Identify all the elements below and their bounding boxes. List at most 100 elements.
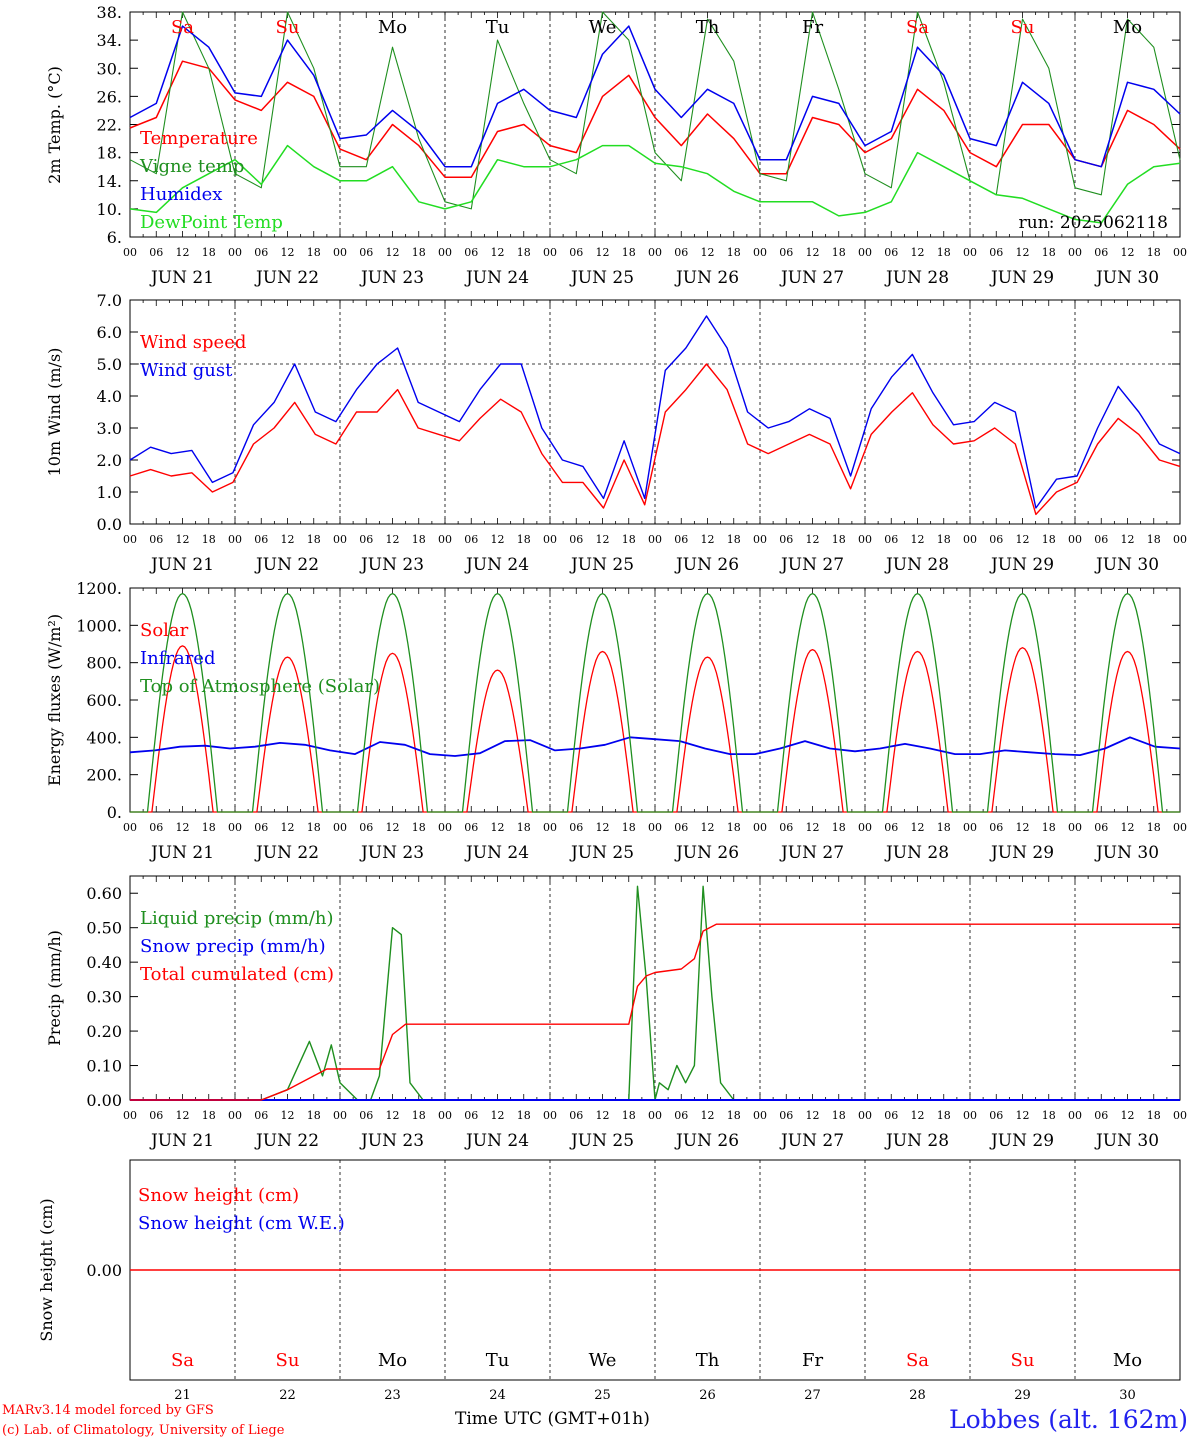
hour-tick-label: 00 [963,1109,977,1122]
weekday-label: We [589,1350,617,1371]
hour-tick-label: 12 [176,821,190,834]
hour-tick-label: 06 [254,246,268,259]
hour-tick-label: 06 [989,1109,1003,1122]
y-tick-label: 0.00 [86,1261,122,1280]
hour-tick-label: 12 [806,533,820,546]
hour-tick-label: 18 [622,533,636,546]
y-tick-label: 400. [86,728,122,747]
hour-tick-label: 12 [1016,1109,1030,1122]
hour-tick-label: 12 [911,1109,925,1122]
day-number-label: 22 [279,1388,296,1403]
hour-tick-label: 06 [884,1109,898,1122]
hour-tick-label: 18 [517,821,531,834]
hour-tick-label: 06 [989,533,1003,546]
hour-tick-label: 00 [858,821,872,834]
series-line-vigne-temp [129,11,1181,210]
model-credit: MARv3.14 model forced by GFS [2,1403,214,1418]
y-tick-label: 0. [107,803,122,822]
day-label: JUN 22 [254,1131,319,1151]
day-label: JUN 28 [884,268,949,288]
hour-tick-label: 06 [569,246,583,259]
y-tick-label: 1200. [76,579,122,598]
day-label: JUN 27 [779,843,844,863]
day-label: JUN 28 [884,843,949,863]
hour-tick-label: 06 [149,533,163,546]
y-tick-label: 0.0 [97,515,122,534]
hour-tick-label: 00 [123,246,137,259]
y-tick-label: 600. [86,691,122,710]
hour-tick-label: 00 [648,533,662,546]
hour-tick-label: 18 [832,246,846,259]
y-tick-label: 6. [107,228,122,247]
series-line-dewpoint-temp [129,144,1181,224]
hour-tick-label: 18 [307,821,321,834]
hour-tick-label: 06 [149,1109,163,1122]
day-number-label: 24 [489,1388,506,1403]
hour-tick-label: 00 [1068,821,1082,834]
hour-tick-label: 00 [1173,533,1187,546]
hour-tick-label: 06 [1094,1109,1108,1122]
hour-tick-label: 06 [779,821,793,834]
day-label: JUN 24 [464,843,529,863]
hour-tick-label: 00 [858,246,872,259]
day-label: JUN 29 [989,555,1054,575]
weekday-label: Fr [802,17,823,38]
hour-tick-label: 18 [622,821,636,834]
y-tick-label: 6.0 [97,323,122,342]
hour-tick-label: 06 [464,821,478,834]
hour-tick-label: 00 [228,533,242,546]
legend-entry: Wind gust [140,360,233,381]
hour-tick-label: 06 [674,821,688,834]
legend-entry: Liquid precip (mm/h) [140,908,334,929]
hour-tick-label: 00 [543,1109,557,1122]
day-number-label: 28 [909,1388,926,1403]
hour-tick-label: 12 [1121,533,1135,546]
hour-tick-label: 18 [832,1109,846,1122]
hour-tick-label: 00 [1068,246,1082,259]
hour-tick-label: 12 [1121,1109,1135,1122]
day-label: JUN 27 [779,555,844,575]
legend-entry: Snow height (cm W.E.) [138,1213,345,1234]
plot-frame [129,587,1181,813]
hour-tick-label: 06 [359,1109,373,1122]
day-label: JUN 30 [1094,843,1159,863]
hour-tick-label: 18 [412,533,426,546]
hour-tick-label: 18 [937,1109,951,1122]
hour-tick-label: 12 [386,1109,400,1122]
hour-tick-label: 12 [491,246,505,259]
hour-tick-label: 18 [937,821,951,834]
hour-tick-label: 18 [1042,821,1056,834]
weekday-label: Sa [906,17,929,38]
y-tick-label: 4.0 [97,387,122,406]
day-label: JUN 25 [569,555,634,575]
day-label: JUN 30 [1094,268,1159,288]
y-tick-label: 0.10 [86,1057,122,1076]
day-label: JUN 21 [149,555,214,575]
hour-tick-label: 18 [517,1109,531,1122]
day-label: JUN 28 [884,1131,949,1151]
hour-tick-label: 12 [281,1109,295,1122]
hour-tick-label: 12 [491,1109,505,1122]
hour-tick-label: 18 [1147,1109,1161,1122]
day-label: JUN 26 [674,1131,739,1151]
hour-tick-label: 12 [911,821,925,834]
day-label: JUN 22 [254,555,319,575]
hour-tick-label: 06 [1094,533,1108,546]
hour-tick-label: 12 [386,821,400,834]
hour-tick-label: 06 [884,821,898,834]
hour-tick-label: 00 [543,246,557,259]
hour-tick-label: 18 [202,1109,216,1122]
y-tick-label: 22. [97,116,122,135]
hour-tick-label: 12 [596,533,610,546]
hour-tick-label: 12 [596,246,610,259]
weekday-label: Th [696,1350,720,1371]
day-label: JUN 29 [989,1131,1054,1151]
hour-tick-label: 12 [1121,821,1135,834]
y-tick-label: 5.0 [97,355,122,374]
y-tick-label: 0.50 [86,919,122,938]
hour-tick-label: 00 [1173,1109,1187,1122]
copyright-credit: (c) Lab. of Climatology, University of L… [2,1423,285,1438]
hour-tick-label: 00 [228,1109,242,1122]
day-label: JUN 27 [779,1131,844,1151]
day-number-label: 30 [1119,1388,1136,1403]
